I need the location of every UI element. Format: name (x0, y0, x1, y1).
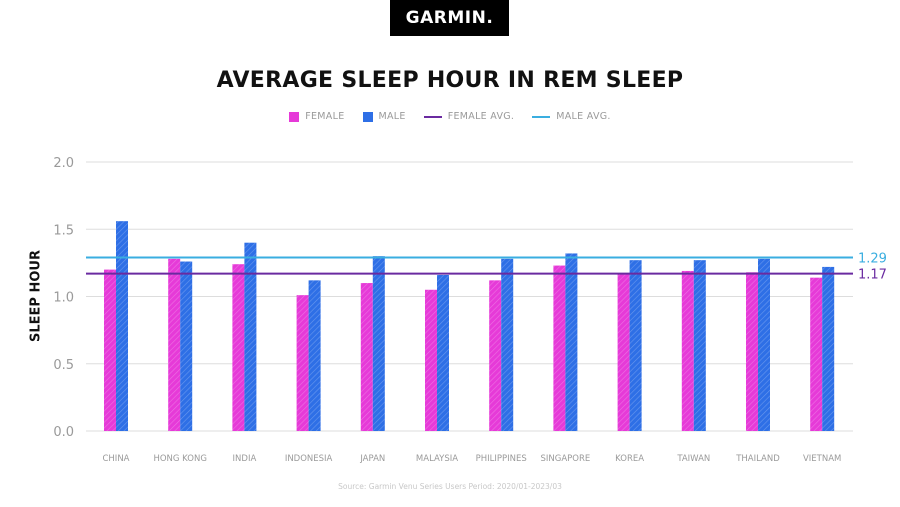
legend-label-female-avg: FEMALE AVG. (447, 111, 515, 122)
y-tick-label: 1.0 (53, 291, 74, 306)
bar-male-hatch (693, 260, 706, 431)
bar-male-hatch (565, 253, 578, 431)
bar-male-hatch (822, 266, 835, 431)
bar-male-hatch (244, 242, 257, 431)
x-tick-label: HONG KONG (153, 454, 206, 464)
legend-item-male-avg: MALE AVG. (532, 111, 610, 122)
legend-line-male-avg (532, 115, 551, 118)
garmin-logo: GARMIN. (390, 0, 509, 36)
legend-swatch-female (289, 111, 300, 122)
x-tick-label: INDIA (233, 454, 257, 464)
y-tick-label: 0.0 (53, 425, 74, 440)
x-tick-label: JAPAN (359, 454, 385, 464)
bar-female-hatch (617, 273, 630, 431)
x-tick-label: VIETNAM (803, 454, 841, 464)
bar-female-hatch (746, 272, 758, 431)
garmin-logo-text: GARMIN. (405, 8, 494, 28)
y-tick-label: 1.5 (53, 223, 74, 238)
bars (104, 221, 835, 431)
x-tick-label: INDONESIA (285, 454, 333, 464)
average-lines: 1.17 1.29 (86, 251, 887, 283)
bar-female-hatch (104, 269, 116, 431)
bar-male-hatch (437, 274, 449, 431)
x-tick-label: THAILAND (735, 454, 780, 464)
bar-female-hatch (296, 295, 309, 431)
legend-label-male-avg: MALE AVG. (556, 111, 611, 122)
y-tick-label: 0.5 (53, 358, 74, 373)
legend-label-male: MALE (378, 111, 406, 122)
bar-female-hatch (553, 265, 566, 431)
source-note: Source: Garmin Venu Series Users Period:… (338, 482, 562, 491)
bar-male-hatch (116, 221, 128, 431)
legend-item-female-avg: FEMALE AVG. (423, 111, 515, 122)
x-tick-label: SINGAPORE (541, 454, 591, 464)
bar-male-hatch (372, 256, 385, 431)
avg-line-label: 1.29 (858, 251, 887, 266)
legend-line-female-avg (423, 115, 442, 118)
bar-female-hatch (681, 270, 694, 431)
bar-female-hatch (232, 264, 245, 431)
avg-line-label: 1.17 (858, 268, 887, 283)
bar-male-hatch (758, 258, 770, 431)
legend-item-male: MALE (362, 111, 406, 122)
y-tick-label: 2.0 (53, 156, 74, 171)
chart-title: AVERAGE SLEEP HOUR IN REM SLEEP (216, 68, 684, 93)
x-tick-labels: CHINA HONG KONG INDIA INDONESIA JAPAN MALAYSI… (102, 454, 841, 464)
bar-male-hatch (501, 258, 514, 431)
x-tick-label: CHINA (102, 454, 129, 464)
bar-male-hatch (629, 260, 642, 431)
legend-label-female: FEMALE (305, 111, 345, 122)
bar-male-hatch (180, 261, 193, 431)
y-tick-labels: 0.0 0.5 1.0 1.5 2.0 (53, 156, 74, 440)
x-tick-label: TAIWAN (676, 454, 710, 464)
bar-female-hatch (810, 277, 823, 431)
bar-female-hatch (360, 283, 373, 431)
bar-male-hatch (308, 280, 321, 431)
grid-lines (86, 161, 853, 432)
bar-female-hatch (425, 289, 437, 431)
bar-female-hatch (489, 280, 502, 431)
chart-legend: FEMALE MALE FEMALE AVG. MALE AVG. (0, 111, 900, 122)
bar-female-hatch (168, 258, 181, 431)
legend-item-female: FEMALE (289, 111, 344, 122)
x-tick-label: MALAYSIA (416, 454, 458, 464)
legend-swatch-male (362, 111, 373, 122)
x-tick-label: KOREA (615, 454, 644, 464)
x-tick-label: PHILIPPINES (476, 454, 527, 464)
